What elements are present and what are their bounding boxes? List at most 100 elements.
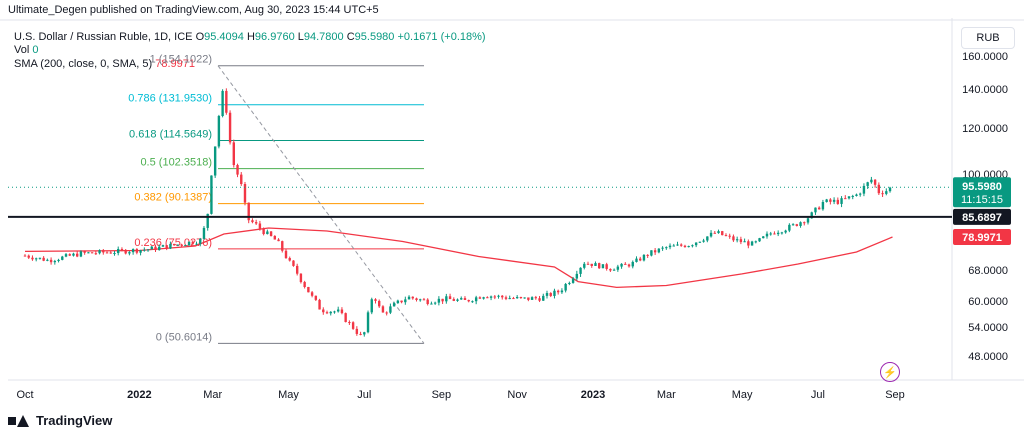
lightning-icon[interactable]: ⚡ [880, 362, 900, 382]
candle-body [713, 232, 716, 234]
candle-body [359, 333, 362, 335]
candle-body [46, 259, 49, 261]
candle-body [784, 230, 787, 233]
candle-body [415, 298, 418, 301]
candle-body [668, 245, 672, 248]
candle-body [877, 184, 881, 194]
candle-body [646, 254, 649, 256]
candle-body [463, 298, 467, 300]
candle-body [754, 241, 757, 243]
candle-body [687, 246, 690, 248]
candle-body [706, 236, 709, 241]
tradingview-mark-icon [8, 414, 30, 427]
candle-body [72, 253, 75, 256]
candle-body [228, 112, 232, 143]
candle-body [851, 195, 854, 197]
candle-body [571, 278, 575, 283]
candle-body [117, 249, 120, 254]
candle-body [680, 244, 683, 246]
candle-body [765, 233, 769, 237]
candle-body [366, 312, 370, 333]
y-tick-label: 48.0000 [968, 351, 1008, 363]
candle-body [314, 295, 318, 300]
candle-body [873, 179, 877, 185]
candle-body [724, 235, 728, 237]
candle-body [87, 252, 90, 254]
candle-body [665, 247, 668, 249]
candle-body [430, 303, 433, 305]
sma-label: SMA (200, close, 0, SMA, 5) [14, 58, 153, 70]
x-tick-label: Jul [357, 389, 371, 401]
candle-body [836, 199, 840, 204]
symbol-legend: U.S. Dollar / Russian Ruble, 1D, ICE O95… [14, 31, 486, 43]
candle-body [299, 273, 303, 283]
fib-level-label: 0.382 (90.1387) [134, 192, 212, 204]
candle-body [284, 250, 288, 259]
candle-body [698, 241, 702, 243]
candle-body [98, 250, 101, 254]
candle-body [527, 297, 530, 300]
candle-body [530, 297, 534, 300]
x-tick-label: Mar [657, 389, 676, 401]
candle-body [579, 267, 582, 274]
candle-body [598, 263, 601, 269]
change-value: +0.1671 (+0.18%) [397, 31, 486, 43]
candle-body [866, 182, 869, 186]
candle-body [49, 259, 53, 263]
y-tick-label: 54.0000 [968, 322, 1008, 334]
candle-body [717, 231, 720, 234]
currency-button[interactable]: RUB [961, 27, 1015, 49]
candle-body [217, 116, 221, 147]
candle-body [747, 241, 750, 246]
candle-body [471, 301, 474, 303]
candle-body [23, 255, 27, 257]
candle-body [575, 273, 579, 279]
candle-body [486, 297, 489, 299]
candle-body [124, 249, 127, 254]
x-tick-label: Sep [885, 389, 905, 401]
x-tick-label: May [278, 389, 299, 401]
candle-body [236, 165, 239, 175]
candle-body [862, 185, 866, 194]
fib-level-label: 1 (154.1022) [150, 54, 212, 66]
candle-body [139, 250, 142, 253]
candle-body [351, 322, 355, 329]
candle-body [508, 298, 511, 300]
candle-body [612, 269, 616, 271]
candle-body [653, 250, 657, 253]
candle-body [27, 255, 30, 258]
candle-body [221, 90, 224, 117]
candle-body [885, 191, 888, 194]
candle-body [773, 233, 776, 235]
candle-body [61, 256, 64, 260]
candle-body [303, 282, 306, 287]
x-tick-label: Sep [432, 389, 452, 401]
x-tick-label: Nov [507, 389, 527, 401]
candle-body [57, 259, 60, 262]
price-tag-box [953, 177, 1011, 208]
candle-body [803, 222, 806, 224]
candle-body [247, 202, 250, 221]
candle-body [519, 296, 523, 298]
x-tick-label: Oct [16, 389, 33, 401]
support-tag-box [953, 208, 1011, 225]
open-label: O [195, 31, 205, 43]
x-tick-label: 2023 [581, 389, 605, 401]
candle-body [735, 239, 739, 241]
candle-body [504, 297, 508, 299]
candle-body [154, 246, 157, 251]
candle-body [560, 290, 564, 293]
candle-body [344, 313, 347, 323]
candle-body [381, 306, 385, 313]
candle-body [583, 263, 586, 268]
candle-body [243, 184, 247, 203]
candle-body [467, 299, 470, 302]
sma-value: 78.9971 [155, 58, 195, 70]
candle-body [840, 198, 843, 204]
candle-body [38, 257, 42, 259]
candle-body [165, 245, 168, 249]
candle-body [661, 247, 664, 249]
candle-body [605, 264, 608, 269]
candle-body [721, 231, 724, 236]
